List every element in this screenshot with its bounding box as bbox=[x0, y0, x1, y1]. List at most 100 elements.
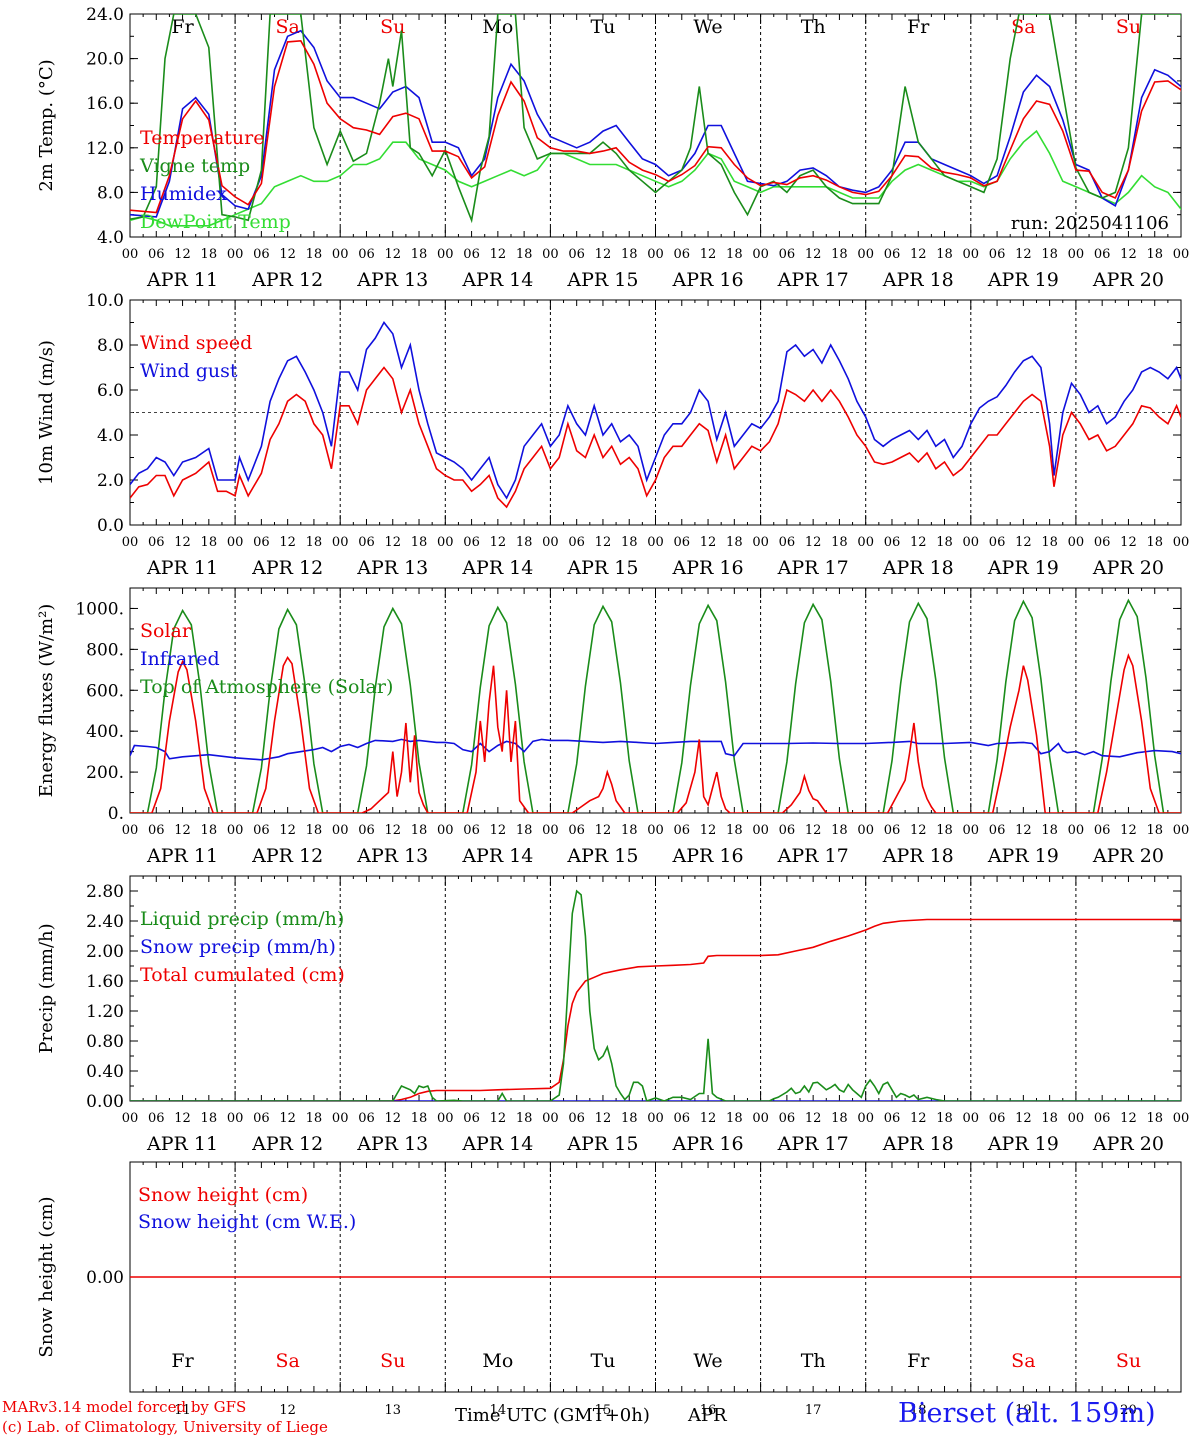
hour-tick-label: 00 bbox=[647, 247, 664, 262]
legend-entry: Snow precip (mm/h) bbox=[140, 936, 336, 958]
weekday-label: Fr bbox=[171, 1350, 194, 1372]
hour-tick-label: 18 bbox=[1146, 823, 1163, 838]
date-label: APR 12 bbox=[251, 845, 323, 867]
y-tick-label: 16.0 bbox=[86, 94, 124, 114]
y-tick-label: 2.80 bbox=[86, 882, 124, 902]
hour-tick-label: 06 bbox=[568, 535, 585, 550]
date-label: APR 13 bbox=[356, 1133, 428, 1155]
hour-tick-label: 00 bbox=[332, 535, 349, 550]
date-label: APR 15 bbox=[566, 269, 638, 291]
hour-tick-label: 06 bbox=[674, 247, 691, 262]
hour-tick-label: 00 bbox=[1173, 535, 1190, 550]
hour-tick-label: 06 bbox=[884, 1111, 901, 1126]
weekday-label: We bbox=[693, 1350, 722, 1372]
y-tick-label: 12.0 bbox=[86, 139, 124, 159]
hour-tick-label: 12 bbox=[384, 535, 401, 550]
legend-entry: Humidex bbox=[140, 183, 227, 205]
hour-tick-label: 06 bbox=[253, 823, 270, 838]
hour-tick-label: 00 bbox=[963, 1111, 980, 1126]
hour-tick-label: 12 bbox=[805, 247, 822, 262]
weekday-label: Sa bbox=[1011, 1350, 1035, 1372]
y-tick-label: 0.40 bbox=[86, 1062, 124, 1082]
date-label: APR 16 bbox=[672, 845, 744, 867]
hour-tick-label: 12 bbox=[700, 823, 717, 838]
weekday-label: Tu bbox=[590, 1350, 615, 1372]
weekday-label: We bbox=[693, 16, 722, 38]
hour-tick-label: 06 bbox=[779, 823, 796, 838]
hour-tick-label: 12 bbox=[490, 1111, 507, 1126]
date-label: APR 11 bbox=[146, 269, 218, 291]
y-tick-label: 8.0 bbox=[97, 183, 124, 203]
hour-tick-label: 06 bbox=[989, 1111, 1006, 1126]
y-tick-label: 0.00 bbox=[86, 1268, 124, 1288]
hour-tick-label: 00 bbox=[122, 535, 139, 550]
hour-tick-label: 18 bbox=[516, 823, 533, 838]
hour-tick-label: 06 bbox=[779, 1111, 796, 1126]
date-label: APR 12 bbox=[251, 557, 323, 579]
hour-tick-label: 06 bbox=[674, 823, 691, 838]
hour-tick-label: 00 bbox=[227, 247, 244, 262]
date-label: APR 20 bbox=[1092, 1133, 1164, 1155]
plot-frame bbox=[129, 13, 1182, 238]
date-label: APR 12 bbox=[251, 1133, 323, 1155]
day-number-label: 15 bbox=[595, 1403, 612, 1418]
legend-entry: Temperature bbox=[140, 127, 264, 149]
series-line-total-cumulated-cm bbox=[130, 918, 1181, 1101]
hour-tick-label: 00 bbox=[542, 823, 559, 838]
hour-tick-label: 00 bbox=[437, 247, 454, 262]
date-label: APR 20 bbox=[1092, 557, 1164, 579]
weekday-label: Fr bbox=[907, 16, 930, 38]
hour-tick-label: 06 bbox=[568, 247, 585, 262]
hour-tick-label: 06 bbox=[568, 823, 585, 838]
hour-tick-label: 06 bbox=[674, 1111, 691, 1126]
run-annotation: run: 2025041106 bbox=[1011, 213, 1169, 234]
hour-tick-label: 00 bbox=[332, 823, 349, 838]
hour-tick-label: 00 bbox=[542, 247, 559, 262]
date-label: APR 18 bbox=[882, 269, 954, 291]
legend-entry: Solar bbox=[140, 620, 192, 642]
panel-1: 4.0 8.0 12.0 16.0 20.0 24.0 2m Temp. (°C) 00 06 1… bbox=[36, 5, 1189, 291]
series-line-wind-speed bbox=[130, 366, 1181, 509]
y-tick-label: 800. bbox=[86, 640, 124, 660]
y-axis-label: Snow height (cm) bbox=[36, 1196, 57, 1357]
date-label: APR 17 bbox=[777, 1133, 849, 1155]
y-tick-label: 24.0 bbox=[86, 5, 124, 25]
hour-tick-label: 12 bbox=[384, 1111, 401, 1126]
hour-tick-label: 00 bbox=[227, 823, 244, 838]
y-tick-label: 10.0 bbox=[86, 291, 124, 311]
hour-tick-label: 18 bbox=[1146, 535, 1163, 550]
date-label: APR 17 bbox=[777, 557, 849, 579]
hour-tick-label: 12 bbox=[595, 247, 612, 262]
day-number-label: 13 bbox=[384, 1403, 401, 1418]
hour-tick-label: 00 bbox=[752, 823, 769, 838]
series-line-temperature bbox=[130, 39, 1181, 214]
hour-tick-label: 06 bbox=[358, 535, 375, 550]
date-label: APR 17 bbox=[777, 269, 849, 291]
hour-tick-label: 00 bbox=[1068, 1111, 1085, 1126]
hour-tick-label: 18 bbox=[726, 1111, 743, 1126]
hour-tick-label: 18 bbox=[936, 823, 953, 838]
hour-tick-label: 06 bbox=[568, 1111, 585, 1126]
y-tick-label: 400. bbox=[86, 722, 124, 742]
hour-tick-label: 06 bbox=[989, 247, 1006, 262]
hour-tick-label: 00 bbox=[647, 1111, 664, 1126]
hour-tick-label: 18 bbox=[1041, 1111, 1058, 1126]
hour-tick-label: 18 bbox=[1146, 247, 1163, 262]
plot-frame bbox=[129, 587, 1182, 814]
hour-tick-label: 18 bbox=[411, 823, 428, 838]
hour-tick-label: 06 bbox=[884, 535, 901, 550]
legend-entry: Vigne temp bbox=[139, 155, 250, 177]
hour-tick-label: 00 bbox=[857, 535, 874, 550]
hour-tick-label: 00 bbox=[857, 1111, 874, 1126]
hour-tick-label: 12 bbox=[910, 823, 927, 838]
hour-tick-label: 18 bbox=[726, 247, 743, 262]
date-label: APR 13 bbox=[356, 845, 428, 867]
y-tick-label: 2.00 bbox=[86, 942, 124, 962]
hour-tick-label: 00 bbox=[752, 535, 769, 550]
legend-entry: Liquid precip (mm/h) bbox=[140, 908, 344, 930]
legend-entry: Wind speed bbox=[140, 332, 252, 354]
hour-tick-label: 12 bbox=[384, 247, 401, 262]
hour-tick-label: 18 bbox=[201, 823, 218, 838]
hour-tick-label: 12 bbox=[910, 535, 927, 550]
hour-tick-label: 18 bbox=[831, 247, 848, 262]
